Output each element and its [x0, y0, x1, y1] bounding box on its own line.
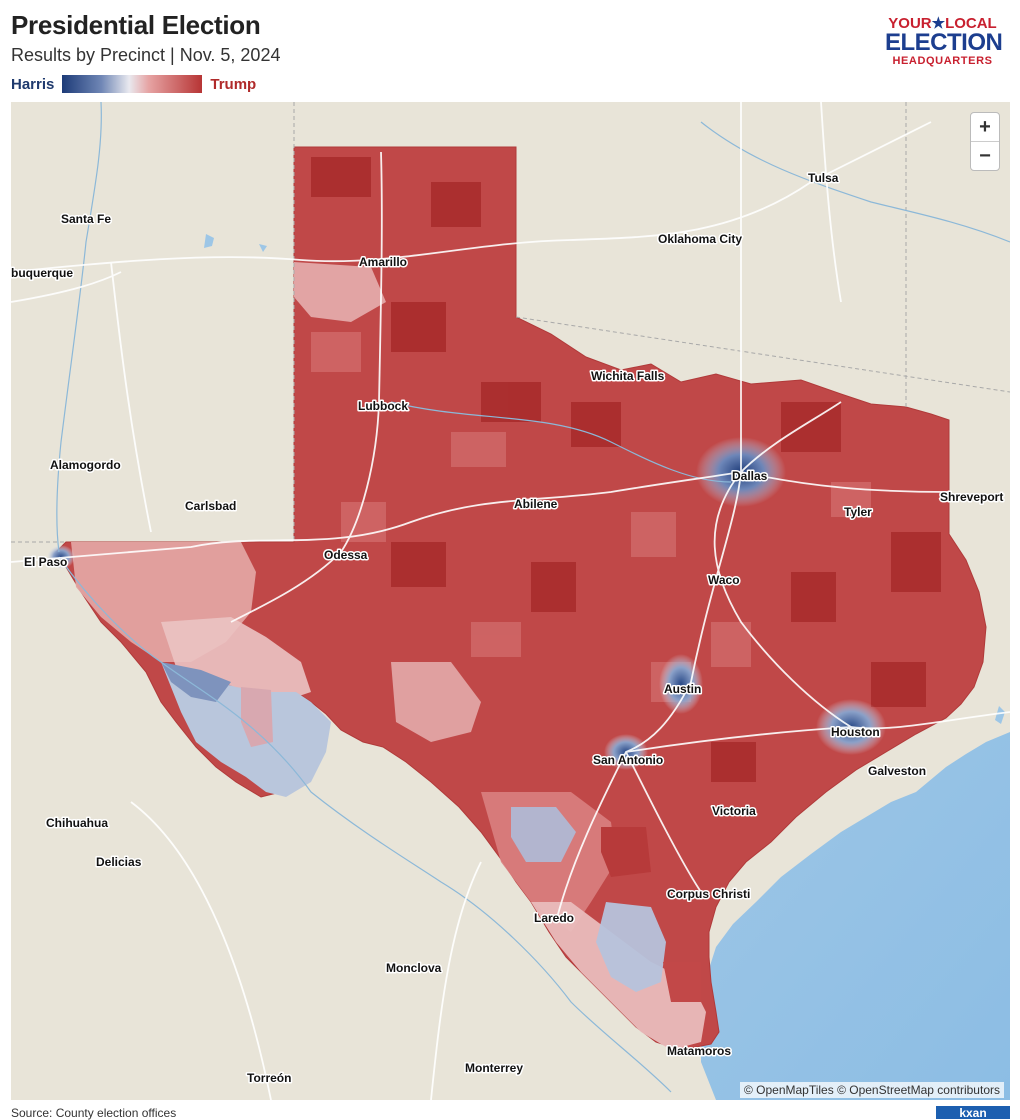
city-label-monclova: Monclova	[386, 961, 442, 975]
city-label-tulsa: Tulsa	[808, 171, 839, 185]
city-label-amarillo: Amarillo	[359, 255, 407, 269]
page-title: Presidential Election	[11, 10, 261, 40]
city-label-delicias: Delicias	[96, 855, 142, 869]
state-borders	[11, 102, 1010, 543]
zoom-in-button[interactable]: +	[979, 116, 991, 138]
highways	[11, 102, 1010, 1100]
lake	[995, 706, 1005, 724]
city-label-tyler: Tyler	[844, 505, 872, 519]
star-icon: ★	[931, 15, 946, 32]
election-map[interactable]: Tulsa Santa Fe Oklahoma City buquerque A…	[11, 102, 1010, 1100]
city-label-alamogordo: Alamogordo	[50, 458, 121, 472]
source-note: Source: County election offices	[11, 1106, 177, 1120]
city-label-chihuahua: Chihuahua	[46, 816, 108, 830]
city-label-el-paso: El Paso	[24, 555, 67, 569]
city-labels: Tulsa Santa Fe Oklahoma City buquerque A…	[11, 170, 1005, 1087]
city-label-albuquerque: buquerque	[11, 266, 73, 280]
map-attribution[interactable]: © OpenMapTiles © OpenStreetMap contribut…	[739, 1082, 1004, 1098]
city-label-corpus-christi: Corpus Christi	[667, 887, 750, 901]
dark-red-patches	[311, 157, 941, 782]
region-south-blue	[596, 902, 666, 992]
city-label-laredo: Laredo	[534, 911, 574, 925]
zoom-control: + −	[970, 112, 1000, 171]
city-label-victoria: Victoria	[712, 804, 756, 818]
legend-trump-label: Trump	[210, 75, 257, 93]
kxan-logo: kxan	[936, 1106, 1010, 1119]
city-label-oklahoma-city: Oklahoma City	[658, 232, 742, 246]
region-south-blue	[511, 807, 576, 862]
page-subtitle: Results by Precinct | Nov. 5, 2024	[11, 45, 281, 65]
city-label-odessa: Odessa	[324, 548, 368, 562]
legend-gradient-bar	[62, 75, 203, 93]
gulf-of-mexico	[701, 732, 1010, 1100]
rivers	[56, 102, 1010, 1093]
city-label-wichita-falls: Wichita Falls	[591, 369, 665, 383]
city-label-lubbock: Lubbock	[358, 399, 408, 413]
city-label-monterrey: Monterrey	[465, 1061, 523, 1075]
city-label-austin: Austin	[664, 682, 701, 696]
city-label-matamoros: Matamoros	[667, 1044, 731, 1058]
region-big-bend-dark	[161, 662, 231, 702]
region-south-red	[601, 827, 651, 877]
color-legend: Harris Trump	[11, 75, 256, 93]
region-light-red	[294, 262, 386, 322]
city-label-dallas: Dallas	[732, 469, 768, 483]
region-light-red	[161, 617, 311, 702]
region-south-red	[663, 962, 701, 1002]
city-label-carlsbad: Carlsbad	[185, 499, 236, 513]
election-hq-logo: YOUR★LOCAL ELECTION HEADQUARTERS	[885, 15, 1003, 67]
legend-harris-label: Harris	[11, 75, 55, 93]
city-label-waco: Waco	[708, 573, 740, 587]
lake	[259, 244, 267, 252]
map-canvas[interactable]: Tulsa Santa Fe Oklahoma City buquerque A…	[11, 102, 1010, 1100]
lake	[204, 234, 214, 248]
city-label-santa-fe: Santa Fe	[61, 212, 111, 226]
city-label-houston: Houston	[831, 725, 880, 739]
region-big-bend-mid	[241, 687, 273, 747]
zoom-out-button[interactable]: −	[971, 141, 999, 170]
city-label-san-antonio: San Antonio	[593, 753, 663, 767]
texas-state-shape	[55, 146, 987, 1051]
region-light-red	[391, 662, 481, 742]
city-label-shreveport: Shreveport	[940, 490, 1003, 504]
city-label-abilene: Abilene	[514, 497, 558, 511]
city-label-galveston: Galveston	[868, 764, 926, 778]
header: Presidential Election Results by Precinc…	[11, 10, 280, 66]
city-label-torreon: Torreón	[247, 1071, 291, 1085]
austin-metro-blue	[659, 654, 703, 714]
